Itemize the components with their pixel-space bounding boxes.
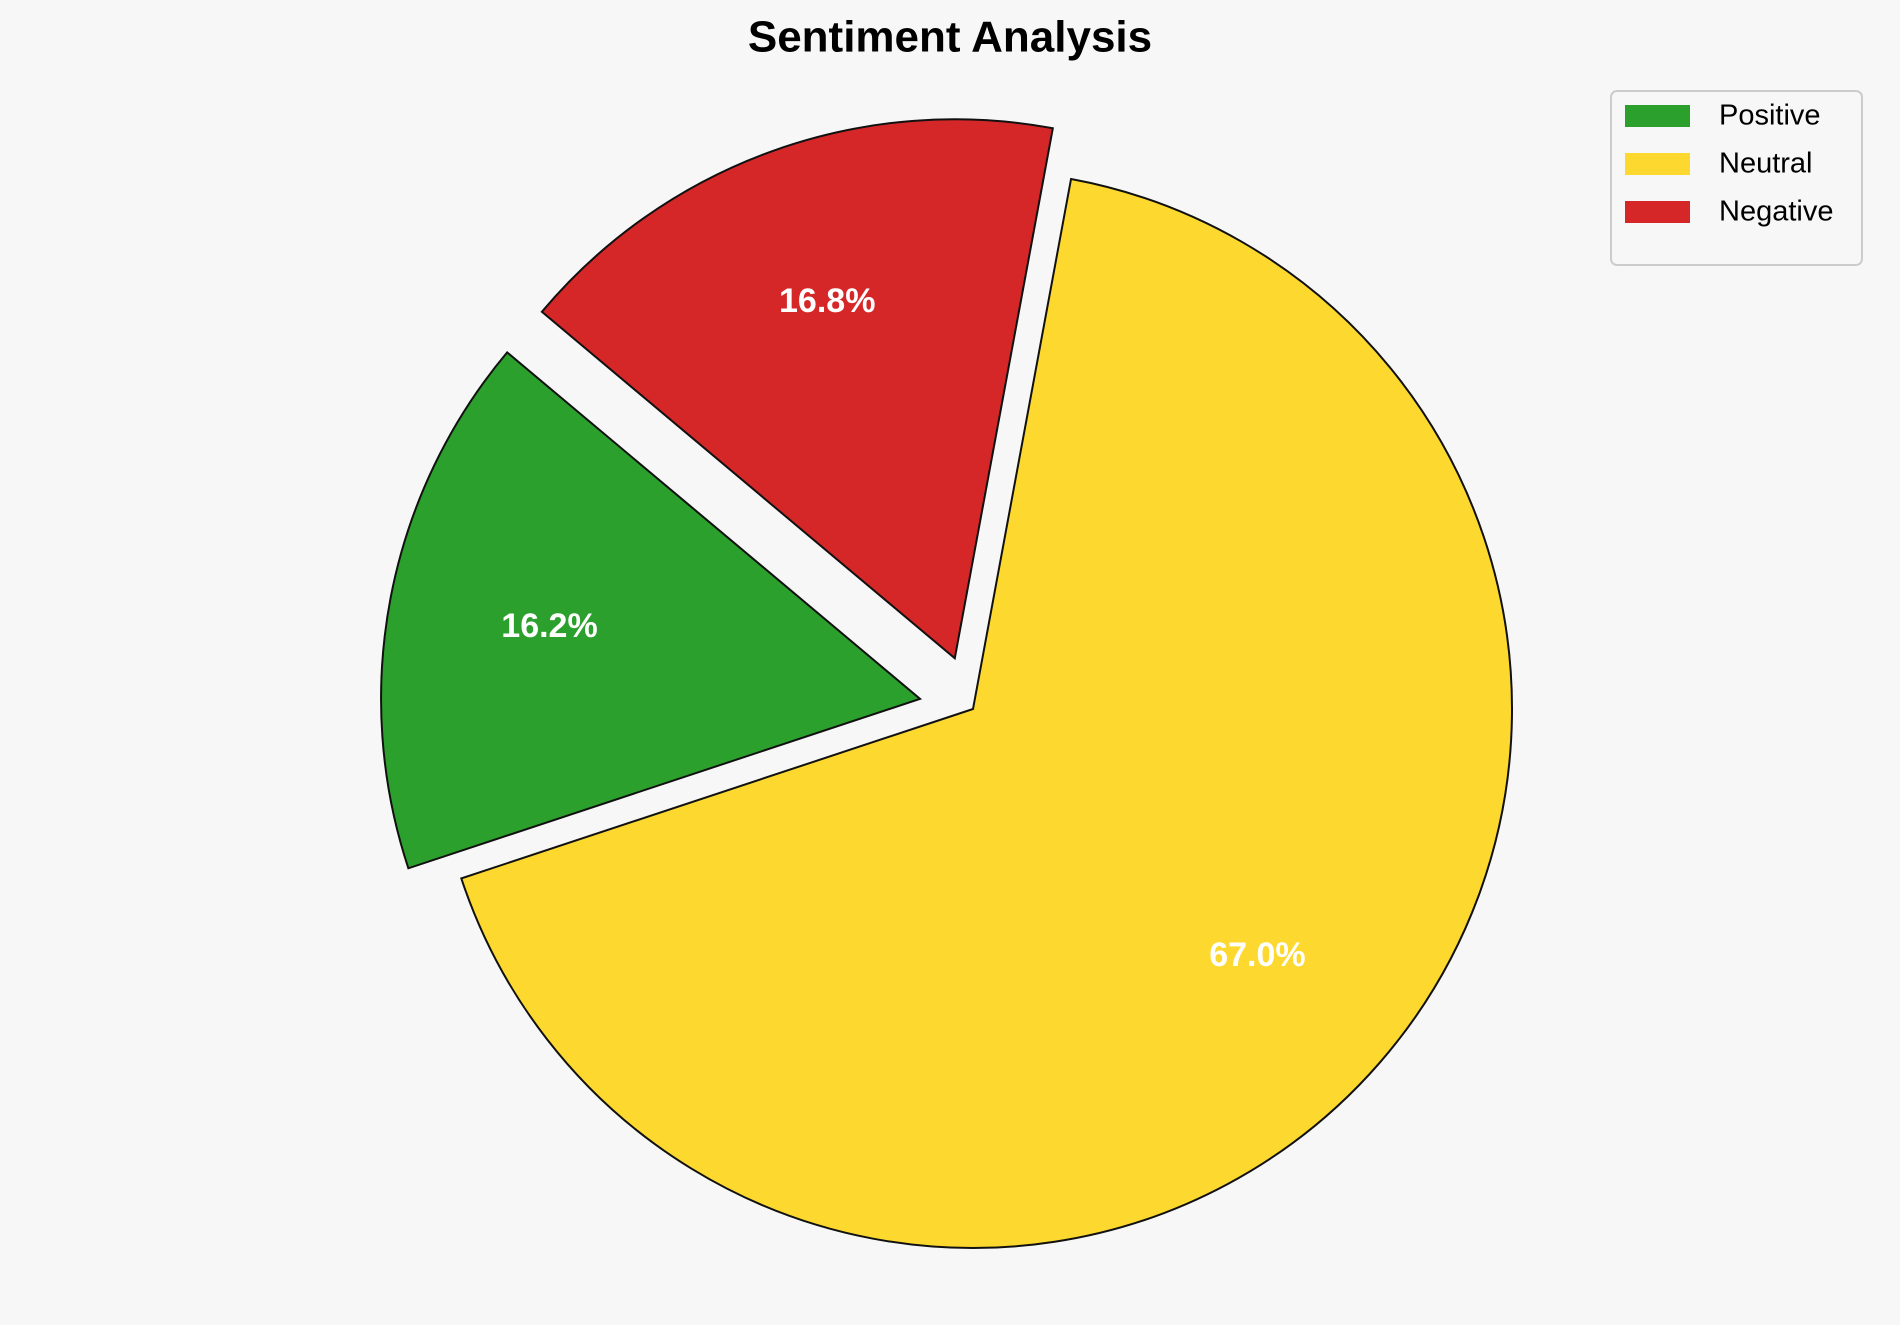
legend-swatch	[1625, 105, 1690, 127]
chart-title: Sentiment Analysis	[748, 13, 1152, 62]
slice-label: 16.2%	[501, 607, 597, 645]
legend-swatch	[1625, 201, 1690, 223]
legend-label: Negative	[1719, 196, 1833, 228]
legend-label: Neutral	[1719, 148, 1813, 180]
legend-swatch	[1625, 153, 1690, 175]
pie-slice	[460, 177, 1513, 1249]
pie-slice	[380, 350, 923, 870]
pie-slice	[540, 118, 1054, 661]
slice-label: 67.0%	[1209, 936, 1305, 974]
legend-label: Positive	[1719, 100, 1821, 132]
slice-label: 16.8%	[779, 282, 875, 320]
